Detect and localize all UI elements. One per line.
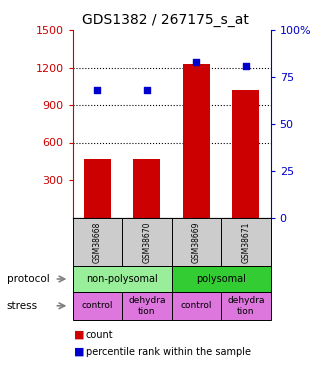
- Text: GSM38669: GSM38669: [192, 221, 201, 262]
- Text: GDS1382 / 267175_s_at: GDS1382 / 267175_s_at: [82, 13, 248, 27]
- Bar: [84, 159, 111, 218]
- Text: control: control: [82, 302, 113, 310]
- Point: [144, 87, 149, 93]
- Text: dehydra
tion: dehydra tion: [227, 296, 265, 315]
- Text: ■: ■: [74, 347, 85, 357]
- Text: control: control: [181, 302, 212, 310]
- Bar: [232, 90, 259, 218]
- Text: dehydra
tion: dehydra tion: [128, 296, 166, 315]
- Text: polysomal: polysomal: [196, 274, 246, 284]
- Bar: [183, 64, 210, 217]
- Text: non-polysomal: non-polysomal: [86, 274, 158, 284]
- Point: [95, 87, 100, 93]
- Text: percentile rank within the sample: percentile rank within the sample: [86, 347, 251, 357]
- Text: GSM38671: GSM38671: [241, 221, 250, 262]
- Text: GSM38670: GSM38670: [142, 221, 151, 262]
- Text: GSM38668: GSM38668: [93, 221, 102, 262]
- Text: count: count: [86, 330, 114, 340]
- Text: stress: stress: [7, 301, 38, 311]
- Bar: [133, 159, 160, 218]
- Point: [194, 59, 199, 65]
- Text: ■: ■: [74, 330, 85, 340]
- Point: [243, 63, 248, 69]
- Text: protocol: protocol: [7, 274, 50, 284]
